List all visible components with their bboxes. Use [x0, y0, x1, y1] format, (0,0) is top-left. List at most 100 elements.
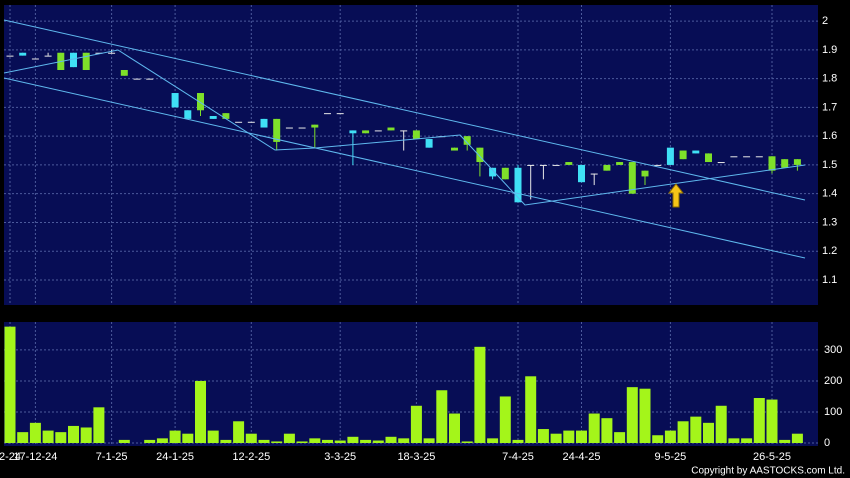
- volume-bar: [68, 425, 79, 443]
- volume-bar: [652, 435, 664, 443]
- volume-bar: [410, 405, 422, 443]
- y-tick-label: 2: [822, 15, 828, 27]
- candle-body: [628, 162, 636, 194]
- volume-bar: [791, 433, 803, 443]
- candle-body: [336, 113, 344, 115]
- y-tick-label: 1.1: [822, 274, 837, 286]
- y-tick-label: 200: [824, 375, 842, 387]
- candle-body: [171, 93, 179, 108]
- candle-body: [44, 55, 52, 57]
- candle-body: [387, 127, 395, 131]
- candle-body: [463, 136, 471, 145]
- volume-bar: [690, 416, 702, 443]
- volume-bar: [766, 399, 778, 443]
- candle-body: [501, 167, 509, 180]
- volume-bar: [550, 433, 562, 443]
- volume-bar: [195, 380, 206, 443]
- candle-body: [641, 170, 649, 177]
- candle-body: [666, 147, 674, 165]
- candle-body: [400, 130, 408, 132]
- trend-path: [3, 49, 806, 206]
- candle-body: [755, 156, 763, 158]
- candle-body: [590, 173, 598, 175]
- volume-bar: [258, 439, 270, 443]
- volume-bar: [487, 438, 499, 443]
- volume-bar: [626, 387, 638, 443]
- candle-body: [425, 139, 433, 148]
- volume-bar: [563, 430, 575, 443]
- volume-bar: [499, 396, 511, 443]
- x-tick-label: 7-4-25: [502, 451, 534, 463]
- volume-bar: [664, 430, 676, 443]
- candle-body: [552, 164, 560, 166]
- candle-body: [539, 164, 547, 166]
- price-panel: [4, 5, 818, 305]
- candle-body: [260, 118, 268, 128]
- candle-body: [679, 150, 687, 160]
- volume-bar: [576, 430, 587, 443]
- volume-bar: [17, 432, 29, 443]
- candle-body: [768, 156, 776, 171]
- candle-body: [743, 156, 751, 158]
- volume-bar: [360, 439, 372, 443]
- candle-body: [184, 110, 192, 119]
- volume-bar: [537, 429, 549, 443]
- volume-bar: [398, 438, 410, 443]
- x-tick-label: 26-5-25: [753, 451, 791, 463]
- x-tick-label: 12-2-25: [232, 451, 270, 463]
- x-tick-label: 9-5-25: [655, 451, 687, 463]
- volume-bar: [639, 388, 651, 443]
- volume-bar: [296, 441, 308, 443]
- x-tick-label: 24-4-25: [563, 451, 601, 463]
- candle-body: [247, 121, 255, 123]
- candle-body: [578, 164, 585, 183]
- volume-bar: [741, 438, 753, 443]
- candle-body: [412, 130, 420, 140]
- volume-bar: [42, 430, 54, 443]
- volume-bar: [283, 433, 295, 443]
- y-tick-label: 100: [824, 406, 842, 418]
- candle-body: [6, 55, 14, 57]
- volume-bar: [588, 413, 600, 443]
- candle-body: [209, 116, 217, 119]
- trend-lines: [3, 19, 806, 259]
- candle-body: [222, 113, 230, 119]
- y-tick-label: 1.9: [822, 44, 837, 56]
- y-tick-label: 1.8: [822, 73, 837, 85]
- volume-bar: [309, 438, 321, 443]
- candle-body: [374, 130, 382, 132]
- volume-bar: [118, 439, 130, 443]
- volume-bar: [271, 441, 283, 443]
- x-tick-label: 7-1-25: [96, 451, 128, 463]
- y-tick-label: 300: [824, 344, 842, 356]
- copyright: Copyright by AASTOCKS.com Ltd.: [691, 466, 845, 477]
- volume-bar: [449, 413, 460, 443]
- volume-bar: [245, 433, 257, 443]
- candle-body: [19, 52, 27, 56]
- y-tick-label: 0: [824, 437, 830, 449]
- candle-body: [527, 164, 535, 166]
- volume-bar: [156, 438, 168, 443]
- volume-bar: [334, 440, 346, 443]
- x-tick-label: 18-3-25: [397, 451, 435, 463]
- volume-bar: [512, 439, 524, 443]
- volume-bar: [525, 376, 537, 443]
- volume-bar: [144, 439, 156, 443]
- y-tick-label: 1.2: [822, 245, 837, 257]
- volume-bar: [4, 326, 16, 443]
- volume-bar: [182, 433, 194, 443]
- arrow-marker: [667, 183, 685, 208]
- y-tick-label: 1.3: [822, 216, 837, 228]
- volume-bar: [207, 430, 219, 443]
- candle-body: [730, 156, 738, 158]
- volume-bar: [55, 432, 67, 443]
- volume-bar: [677, 421, 689, 443]
- candle-body: [514, 167, 522, 203]
- candle-body: [793, 159, 801, 165]
- volume-bar: [779, 439, 791, 443]
- volume-bar: [715, 405, 727, 443]
- candle-body: [120, 70, 128, 76]
- candle-body: [565, 162, 573, 165]
- candle-body: [489, 167, 497, 177]
